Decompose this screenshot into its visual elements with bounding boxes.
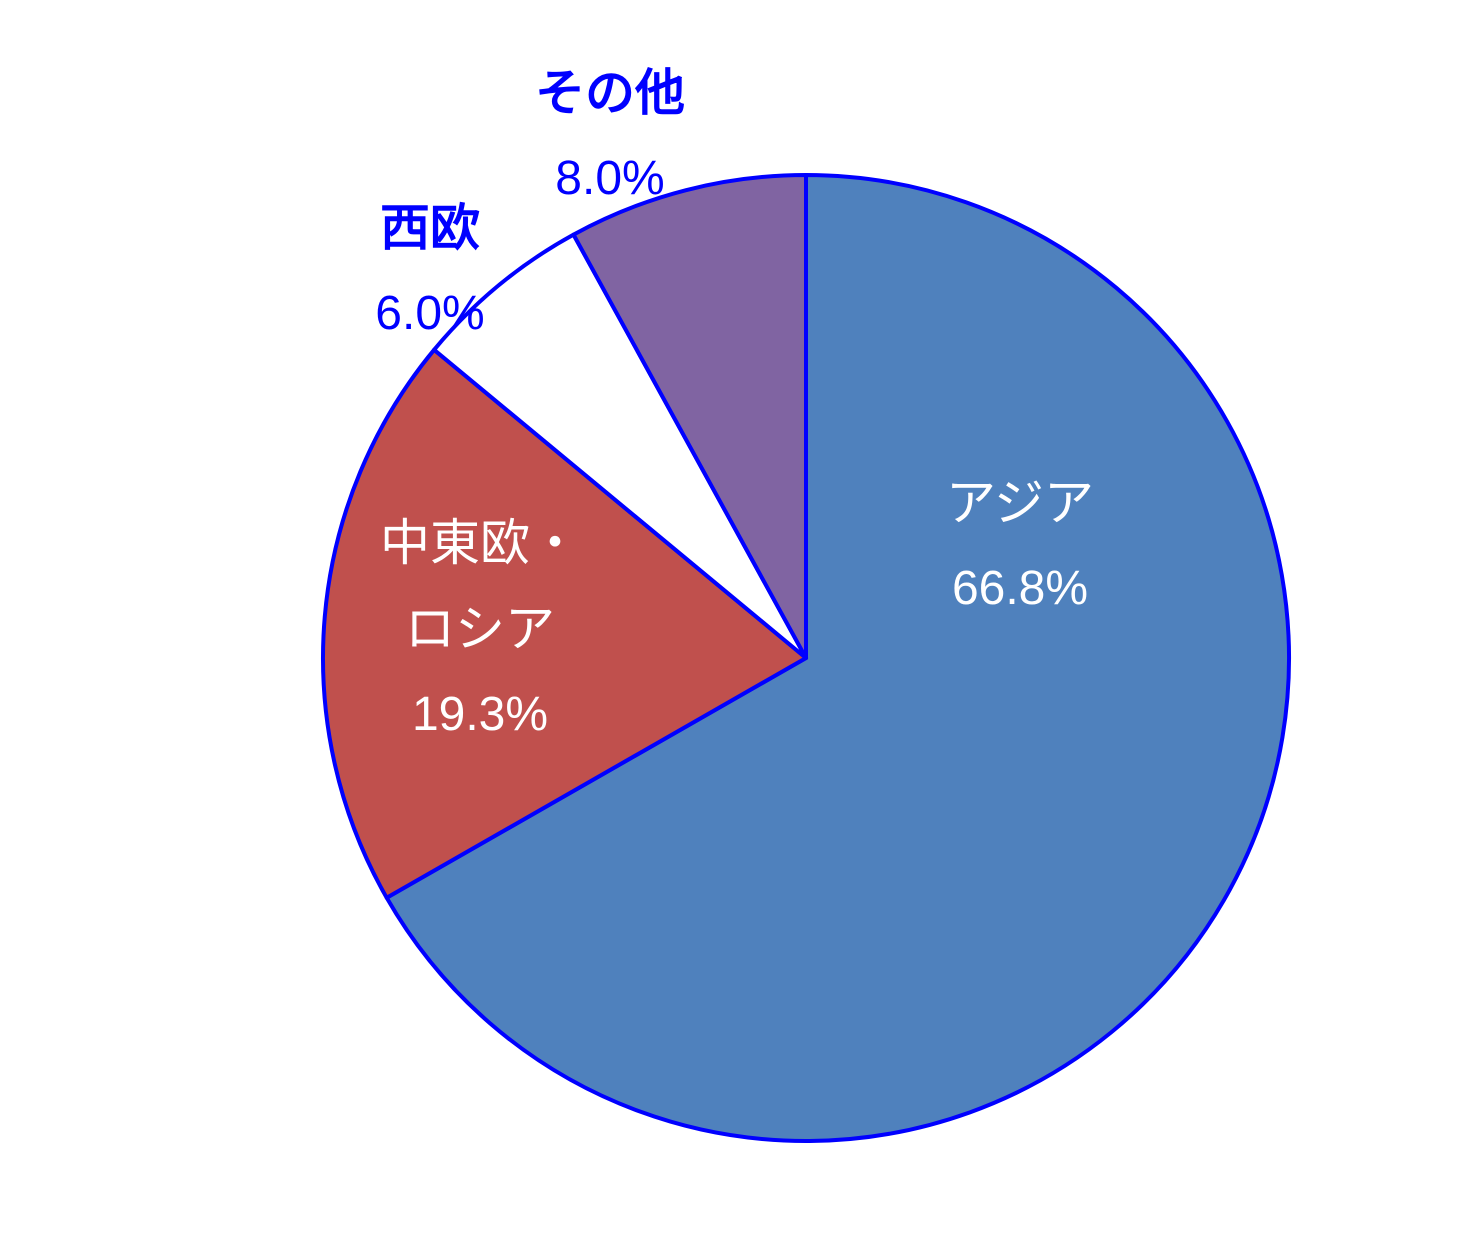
category-label: その他 — [535, 65, 685, 121]
pie-slice — [571, 173, 808, 660]
pie-slice — [321, 347, 808, 900]
category-label: アジア — [946, 475, 1094, 531]
category-label: 中東欧・ロシア — [380, 515, 580, 657]
slice-label: 中東欧・ロシア 19.3% — [370, 500, 590, 758]
slice-label: アジア 66.8% — [870, 460, 1170, 632]
slice-label: 西欧 6.0% — [320, 185, 540, 357]
value-label: 66.8% — [951, 562, 1089, 615]
value-label: 8.0% — [555, 152, 665, 205]
category-label: 西欧 — [380, 200, 480, 256]
pie-slice — [432, 232, 808, 660]
slice-label: その他 8.0% — [480, 50, 740, 222]
value-label: 19.3% — [411, 688, 549, 741]
value-label: 6.0% — [375, 287, 485, 340]
pie-slice — [384, 173, 1291, 1143]
